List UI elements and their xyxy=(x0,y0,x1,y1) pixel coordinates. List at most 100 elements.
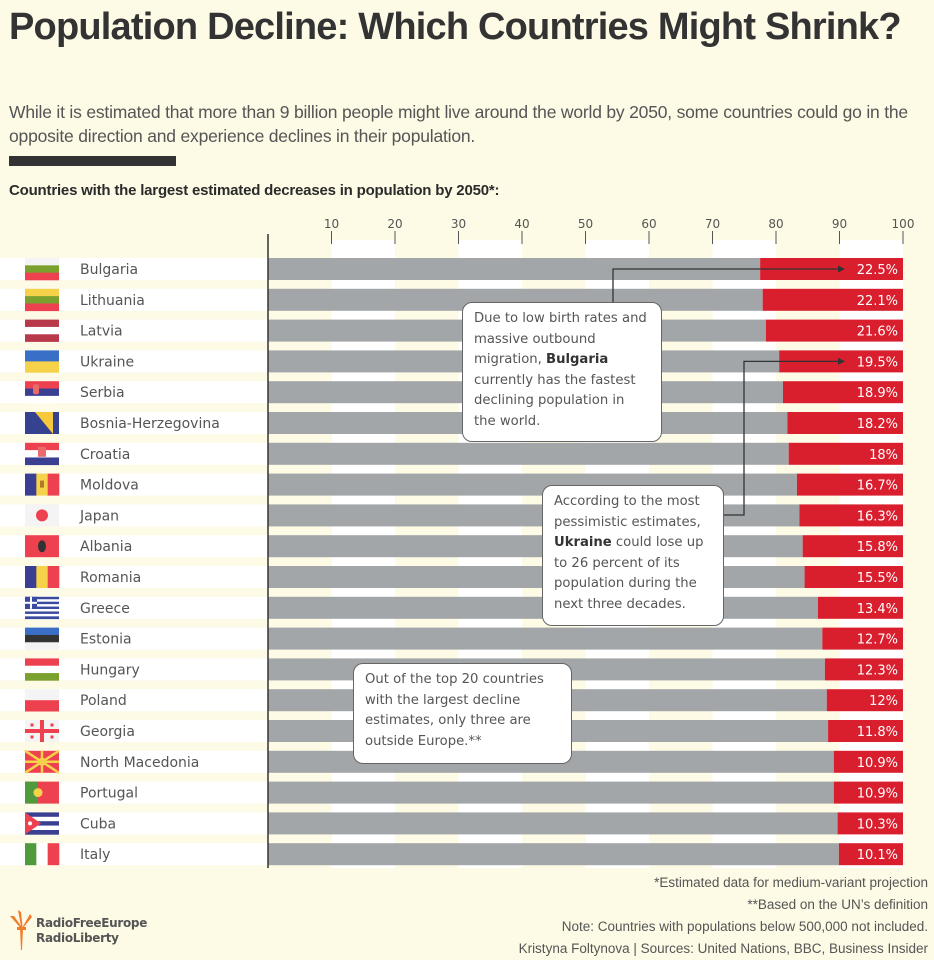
bar-chart: 10 20 30 40 50 60 70 80 90 100 Bulgaria 22.5% Lithu… xyxy=(0,217,914,868)
row-label-background xyxy=(0,350,268,373)
north-macedonia-flag-icon xyxy=(24,749,60,774)
country-label: Romania xyxy=(80,570,141,586)
value-label: 10.1% xyxy=(857,848,898,863)
romania-flag-icon xyxy=(25,566,60,588)
value-label: 12% xyxy=(869,694,898,709)
row-label-background xyxy=(0,720,268,742)
row-label-background xyxy=(0,843,268,866)
country-label: Bosnia-Herzegovina xyxy=(80,416,220,432)
logo-line-1: RadioFreeEurope xyxy=(36,916,148,930)
bar-remaining xyxy=(268,566,805,588)
x-tick-label: 90 xyxy=(832,217,847,231)
row-label-background xyxy=(0,812,268,835)
bar-remaining xyxy=(268,258,761,280)
rferl-logo: RadioFreeEurope RadioLiberty xyxy=(8,908,147,957)
value-label: 13.4% xyxy=(857,602,898,617)
bar-decline xyxy=(838,843,903,866)
x-tick-label: 40 xyxy=(514,217,529,231)
connector-line-bulgaria xyxy=(612,268,838,302)
value-label: 22.1% xyxy=(857,294,898,309)
table-row: Bosnia-Herzegovina 18.2% xyxy=(0,412,903,434)
country-label: Moldova xyxy=(80,478,139,494)
japan-flag-icon xyxy=(25,504,59,527)
lithuania-flag-icon xyxy=(25,288,59,312)
callout-bold-text: Ukraine xyxy=(554,535,612,550)
table-row: Lithuania 22.1% xyxy=(0,288,903,312)
value-label: 15.5% xyxy=(857,571,898,586)
value-label: 15.8% xyxy=(857,540,898,555)
country-label: Lithuania xyxy=(80,293,145,309)
bosnia-herzegovina-flag-icon xyxy=(25,412,59,434)
table-row: Bulgaria 22.5% xyxy=(0,258,903,281)
moldova-flag-icon xyxy=(25,473,60,496)
row-label-background xyxy=(0,473,268,496)
bar-decline xyxy=(782,381,903,404)
page-subtitle: While it is estimated that more than 9 b… xyxy=(9,102,908,146)
value-label: 10.9% xyxy=(857,787,898,802)
country-label: Portugal xyxy=(80,786,138,802)
page-title: Population Decline: Which Countries Migh… xyxy=(9,6,902,48)
bar-decline xyxy=(796,473,903,496)
x-axis-ticks: 10 20 30 40 50 60 70 80 90 100 xyxy=(324,217,914,244)
callout-ukraine: According to the most pessimistic estima… xyxy=(542,485,724,626)
connector-line-ukraine xyxy=(724,360,838,516)
estonia-flag-icon xyxy=(25,627,59,650)
row-label-background xyxy=(0,319,268,342)
country-label: Georgia xyxy=(80,724,135,740)
row-label-background xyxy=(0,689,268,712)
row-label-background xyxy=(0,535,268,558)
country-label: Croatia xyxy=(80,447,130,463)
value-label: 16.7% xyxy=(857,479,898,494)
callout-text: Out of the top 20 countries with the lar… xyxy=(365,672,544,749)
bar-decline xyxy=(833,750,903,773)
country-label: North Macedonia xyxy=(80,755,199,771)
table-row: Estonia 12.7% xyxy=(0,627,903,650)
value-label: 22.5% xyxy=(857,263,898,278)
x-tick-label: 20 xyxy=(387,217,402,231)
table-row: Serbia 18.9% xyxy=(0,381,903,404)
bar-decline xyxy=(837,812,903,835)
bulgaria-flag-icon xyxy=(25,258,59,281)
value-label: 12.7% xyxy=(857,633,898,648)
footnote-estimated: *Estimated data for medium-variant proje… xyxy=(654,875,928,890)
bar-decline xyxy=(828,720,903,742)
table-row: Italy 10.1% xyxy=(0,843,903,866)
bar-decline xyxy=(817,596,903,619)
bar-decline xyxy=(826,689,903,712)
x-tick-label: 50 xyxy=(578,217,593,231)
x-tick-label: 70 xyxy=(705,217,720,231)
row-label-background xyxy=(0,288,268,311)
callout-bulgaria: Due to low birth rates and massive outbo… xyxy=(462,302,662,442)
country-label: Japan xyxy=(79,508,119,524)
value-label: 12.3% xyxy=(857,663,898,678)
cuba-flag-icon xyxy=(25,812,59,835)
table-row: Latvia 21.6% xyxy=(0,319,903,342)
value-label: 18% xyxy=(869,448,898,463)
bar-decline xyxy=(787,412,903,434)
bar-decline xyxy=(802,535,903,558)
x-tick-label: 60 xyxy=(641,217,656,231)
bar-remaining xyxy=(268,442,789,465)
callout-bold-text: Bulgaria xyxy=(546,352,609,367)
country-label: Poland xyxy=(80,693,127,709)
country-label: Serbia xyxy=(80,385,125,401)
country-label: Estonia xyxy=(80,632,132,648)
row-label-background xyxy=(0,442,268,465)
country-label: Greece xyxy=(80,601,130,617)
callout-text: Due to low birth rates and massive outbo… xyxy=(474,311,647,367)
albania-flag-icon xyxy=(25,535,59,558)
greece-flag-icon xyxy=(25,596,59,620)
value-label: 10.3% xyxy=(857,817,898,832)
row-label-background xyxy=(0,504,268,527)
value-label: 18.9% xyxy=(857,386,898,401)
footnotes: *Estimated data for medium-variant proje… xyxy=(519,872,928,960)
table-row: Cuba 10.3% xyxy=(0,812,903,835)
bar-decline xyxy=(804,566,903,588)
logo-line-2: RadioLiberty xyxy=(36,931,119,945)
country-label: Albania xyxy=(80,539,132,555)
serbia-flag-icon xyxy=(25,381,59,404)
row-label-background xyxy=(0,412,268,434)
callout-outside-europe: Out of the top 20 countries with the lar… xyxy=(353,663,572,764)
footnote-un-definition: **Based on the UN’s definition xyxy=(747,897,928,912)
value-label: 10.9% xyxy=(857,756,898,771)
